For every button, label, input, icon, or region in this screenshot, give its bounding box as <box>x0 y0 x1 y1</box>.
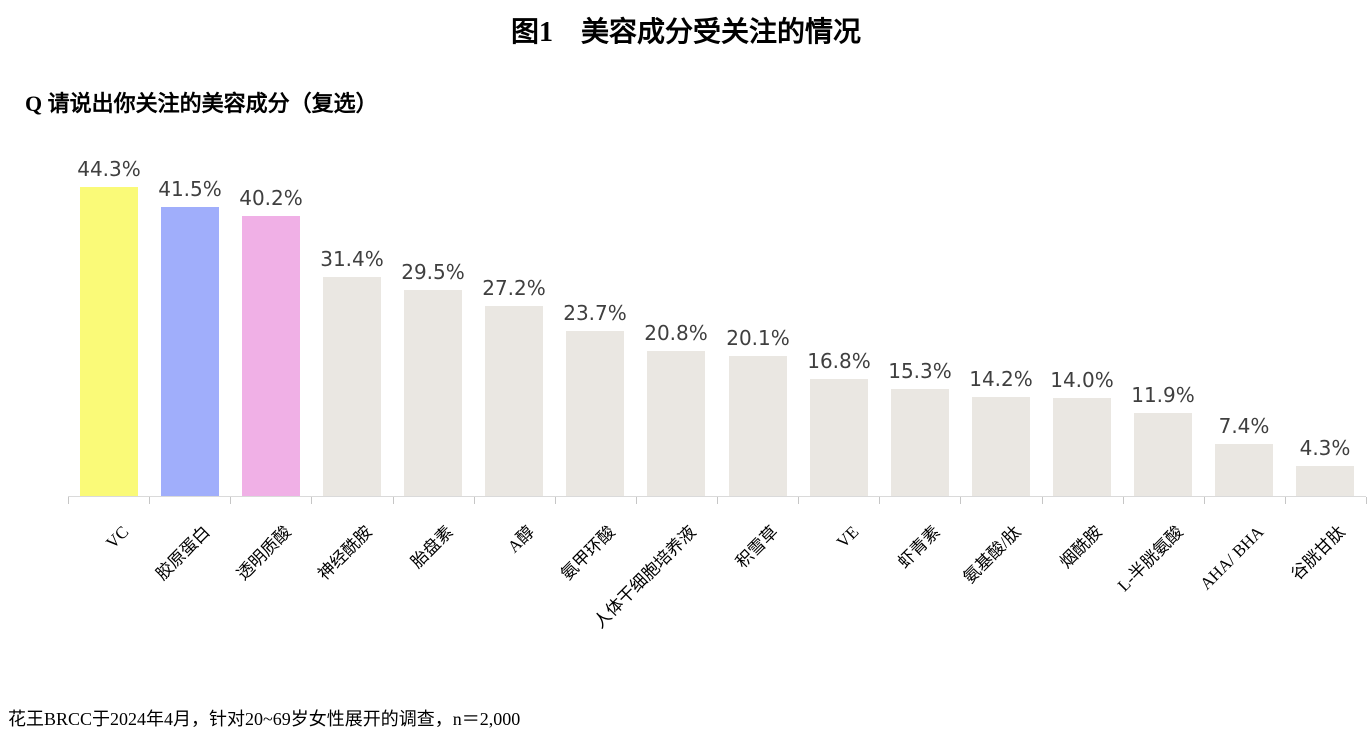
bar-value-label: 27.2% <box>482 276 546 300</box>
bar-value-label: 4.3% <box>1299 436 1351 460</box>
bar-value-label: 16.8% <box>807 349 871 373</box>
bar <box>323 277 381 496</box>
bar-value-label: 20.1% <box>726 326 790 350</box>
category-label: 谷胱甘肽 <box>1287 522 1349 584</box>
category-label: L-半胱氨酸 <box>1113 522 1187 596</box>
bar-value-label: 23.7% <box>563 301 627 325</box>
category-label: 神经酰胺 <box>314 522 376 584</box>
survey-question: Q 请说出你关注的美容成分（复选） <box>25 91 378 116</box>
category-label: 氨甲环酸 <box>557 522 619 584</box>
bar <box>729 356 787 496</box>
bar-value-label: 44.3% <box>77 157 141 181</box>
bar-value-label: 15.3% <box>888 359 952 383</box>
category-label: 烟酰胺 <box>1056 522 1106 572</box>
axis-tick <box>1285 497 1286 504</box>
axis-tick <box>393 497 394 504</box>
axis-tick <box>149 497 150 504</box>
axis-tick <box>960 497 961 504</box>
x-axis-line <box>68 496 1366 497</box>
axis-tick <box>636 497 637 504</box>
bar-chart: 44.3% VC 41.5% 胶原蛋白 40.2% 透明质酸 31.4% 神经酰胺 29.5% 胎… <box>68 157 1367 632</box>
bar <box>1053 398 1111 496</box>
category-label: A醇 <box>503 522 538 557</box>
category-label: 积雪草 <box>732 522 782 572</box>
bar-value-label: 11.9% <box>1131 383 1195 407</box>
axis-tick <box>1204 497 1205 504</box>
category-label: 透明质酸 <box>233 522 295 584</box>
bar-value-label: 7.4% <box>1218 414 1270 438</box>
bar-value-label: 14.2% <box>969 367 1033 391</box>
category-label: VC <box>102 522 133 553</box>
category-label: 虾青素 <box>894 522 944 572</box>
bar <box>1134 413 1192 496</box>
bar <box>80 187 138 496</box>
axis-tick <box>311 497 312 504</box>
category-label: 胶原蛋白 <box>152 522 214 584</box>
axis-tick <box>1123 497 1124 504</box>
bar <box>485 306 543 496</box>
category-label: VE <box>833 522 863 552</box>
category-label: 胎盘素 <box>407 522 457 572</box>
bar <box>242 216 300 496</box>
axis-tick <box>879 497 880 504</box>
axis-tick <box>798 497 799 504</box>
source-footnote: 花王BRCC于2024年4月，针对20~69岁女性展开的调查，n＝2,000 <box>8 709 521 729</box>
bar-value-label: 14.0% <box>1050 368 1114 392</box>
axis-tick <box>474 497 475 504</box>
axis-tick <box>1042 497 1043 504</box>
bar <box>810 379 868 496</box>
bar <box>566 331 624 496</box>
bar <box>1215 444 1273 496</box>
axis-tick <box>230 497 231 504</box>
bar <box>891 389 949 496</box>
axis-tick <box>717 497 718 504</box>
bar-value-label: 41.5% <box>158 177 222 201</box>
bar <box>972 397 1030 496</box>
bar <box>647 351 705 496</box>
axis-tick <box>68 497 69 504</box>
bar-value-label: 40.2% <box>239 186 303 210</box>
figure-title: 图1 美容成分受关注的情况 <box>510 17 861 48</box>
bar-value-label: 20.8% <box>644 321 708 345</box>
bar <box>161 207 219 496</box>
axis-tick <box>555 497 556 504</box>
bar-value-label: 29.5% <box>401 260 465 284</box>
category-label: AHA/ BHA <box>1196 522 1268 594</box>
bar-value-label: 31.4% <box>320 247 384 271</box>
bar <box>404 290 462 496</box>
axis-tick <box>1366 497 1367 504</box>
category-label: 氨基酸/肽 <box>959 522 1025 588</box>
bar <box>1296 466 1354 496</box>
